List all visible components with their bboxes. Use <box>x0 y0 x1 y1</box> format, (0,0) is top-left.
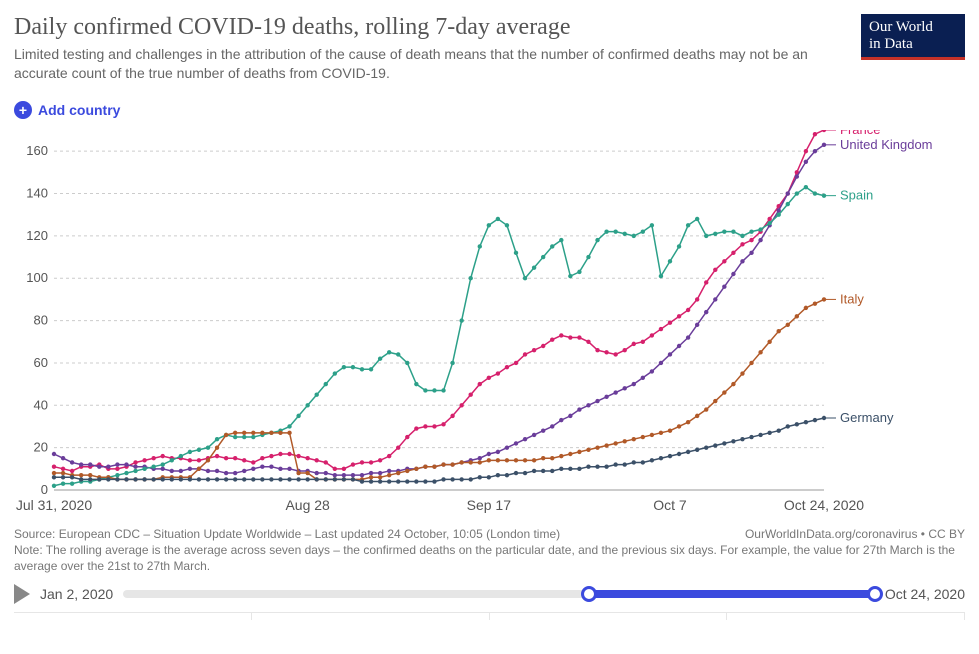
svg-text:80: 80 <box>34 312 48 327</box>
svg-text:160: 160 <box>26 143 48 158</box>
footer-note: Note: The rolling average is the average… <box>14 542 965 574</box>
tabs-strip <box>14 612 965 620</box>
svg-text:0: 0 <box>41 482 48 497</box>
slider-fill <box>589 590 875 598</box>
slider-handle-end[interactable] <box>867 586 883 602</box>
timeline-slider[interactable] <box>123 590 875 598</box>
footer-source-row: Source: European CDC – Situation Update … <box>14 526 965 542</box>
page-title: Daily confirmed COVID-19 deaths, rolling… <box>14 14 965 41</box>
add-country-label: Add country <box>38 102 120 118</box>
svg-text:Germany: Germany <box>840 410 894 425</box>
svg-text:100: 100 <box>26 270 48 285</box>
logo-line2: in Data <box>869 36 913 53</box>
svg-text:60: 60 <box>34 355 48 370</box>
owid-logo: Our World in Data <box>861 14 965 60</box>
svg-text:Jul 31, 2020: Jul 31, 2020 <box>16 497 92 513</box>
plus-icon: + <box>14 101 32 119</box>
header: Our World in Data Daily confirmed COVID-… <box>14 14 965 120</box>
svg-text:Spain: Spain <box>840 187 873 202</box>
svg-text:40: 40 <box>34 397 48 412</box>
play-icon[interactable] <box>14 584 30 604</box>
credit-text: OurWorldInData.org/coronavirus • CC BY <box>745 526 965 542</box>
slider-handle-start[interactable] <box>581 586 597 602</box>
logo-line1: Our World <box>869 19 933 36</box>
timeline-end-label: Oct 24, 2020 <box>885 586 965 602</box>
line-chart-svg: 0 20 40 60 80 100 120 140 160 Jul 31, 2020 Aug 28 S… <box>14 130 964 520</box>
svg-text:20: 20 <box>34 439 48 454</box>
svg-text:Oct 7: Oct 7 <box>653 497 687 513</box>
timeline: Jan 2, 2020 Oct 24, 2020 <box>14 584 965 604</box>
svg-text:United Kingdom: United Kingdom <box>840 137 933 152</box>
svg-text:Italy: Italy <box>840 291 864 306</box>
add-country-button[interactable]: + Add country <box>14 101 120 119</box>
timeline-start-label: Jan 2, 2020 <box>40 586 113 602</box>
svg-text:120: 120 <box>26 228 48 243</box>
chart: 0 20 40 60 80 100 120 140 160 Jul 31, 2020 Aug 28 S… <box>14 130 965 520</box>
svg-text:Sep 17: Sep 17 <box>467 497 512 513</box>
svg-text:140: 140 <box>26 185 48 200</box>
svg-text:Aug 28: Aug 28 <box>285 497 330 513</box>
page-subtitle: Limited testing and challenges in the at… <box>14 45 834 83</box>
source-text: Source: European CDC – Situation Update … <box>14 526 560 542</box>
svg-text:Oct 24, 2020: Oct 24, 2020 <box>784 497 864 513</box>
